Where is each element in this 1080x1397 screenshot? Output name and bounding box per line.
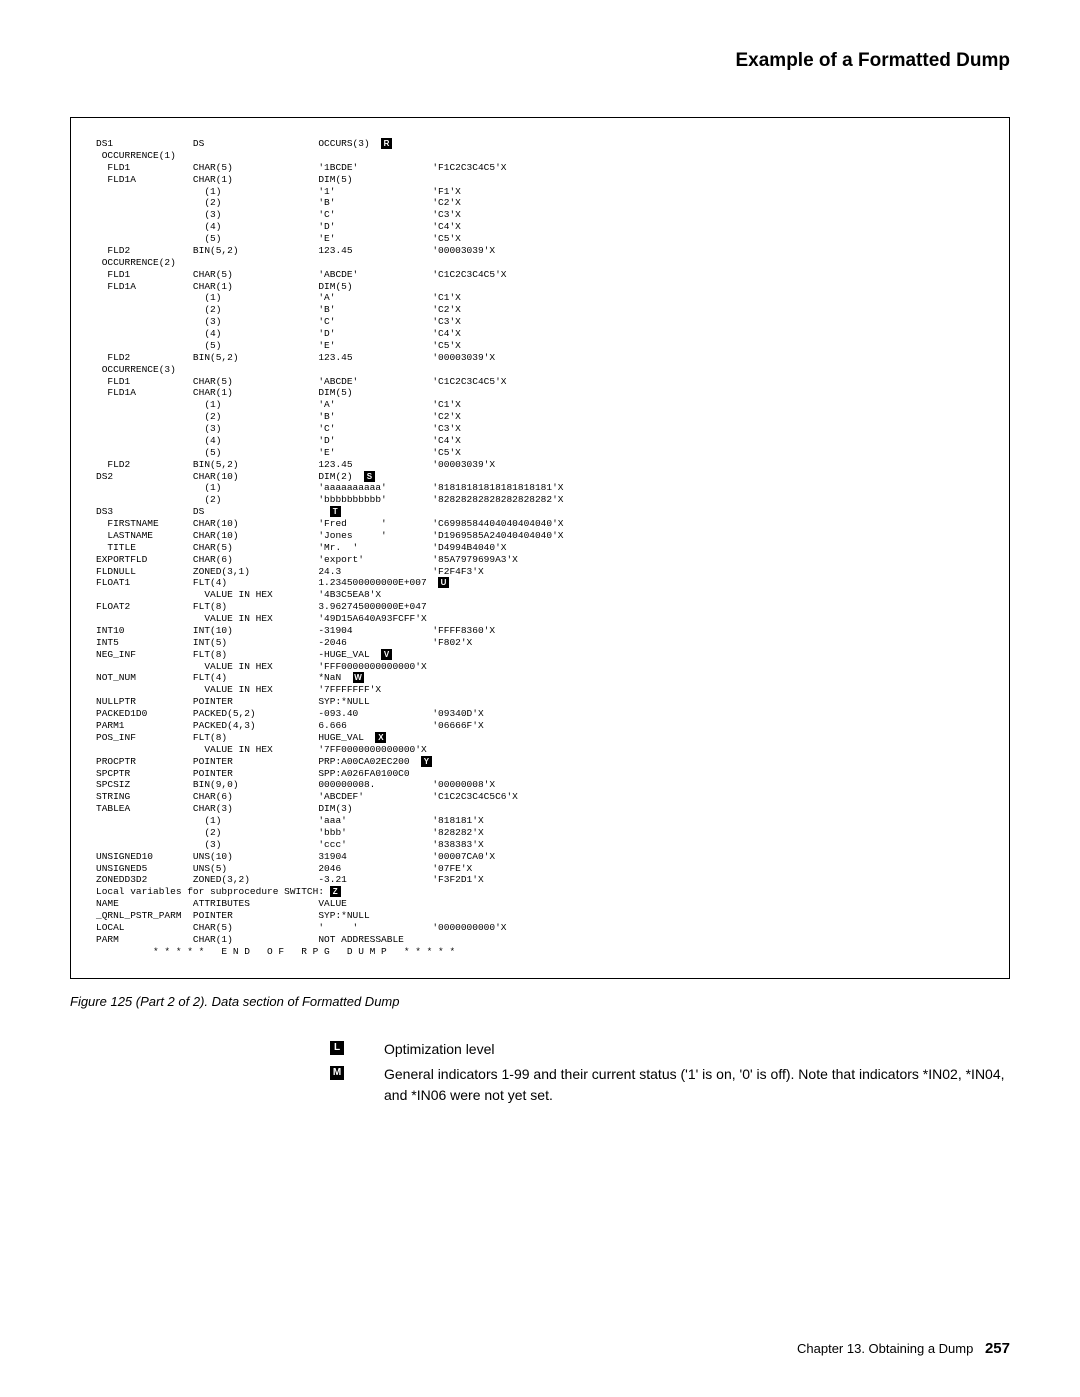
figure-caption: Figure 125 (Part 2 of 2). Data section o… <box>70 994 1010 1009</box>
page-number: 257 <box>985 1340 1010 1357</box>
page-title: Example of a Formatted Dump <box>70 50 1010 72</box>
note-row: L Optimization level <box>330 1039 1010 1060</box>
note-marker: M <box>330 1066 344 1080</box>
dump-listing: DS1 DS OCCURS(3) R OCCURRENCE(1) FLD1 CH… <box>70 117 1010 979</box>
note-row: M General indicators 1-99 and their curre… <box>330 1064 1010 1106</box>
note-text: Optimization level <box>384 1039 1010 1060</box>
note-marker: L <box>330 1041 344 1055</box>
note-text: General indicators 1-99 and their curren… <box>384 1064 1010 1106</box>
chapter-ref: Chapter 13. Obtaining a Dump <box>797 1341 973 1356</box>
page-footer: Chapter 13. Obtaining a Dump 257 <box>797 1340 1010 1357</box>
notes-section: L Optimization level M General indicators 1… <box>330 1039 1010 1106</box>
